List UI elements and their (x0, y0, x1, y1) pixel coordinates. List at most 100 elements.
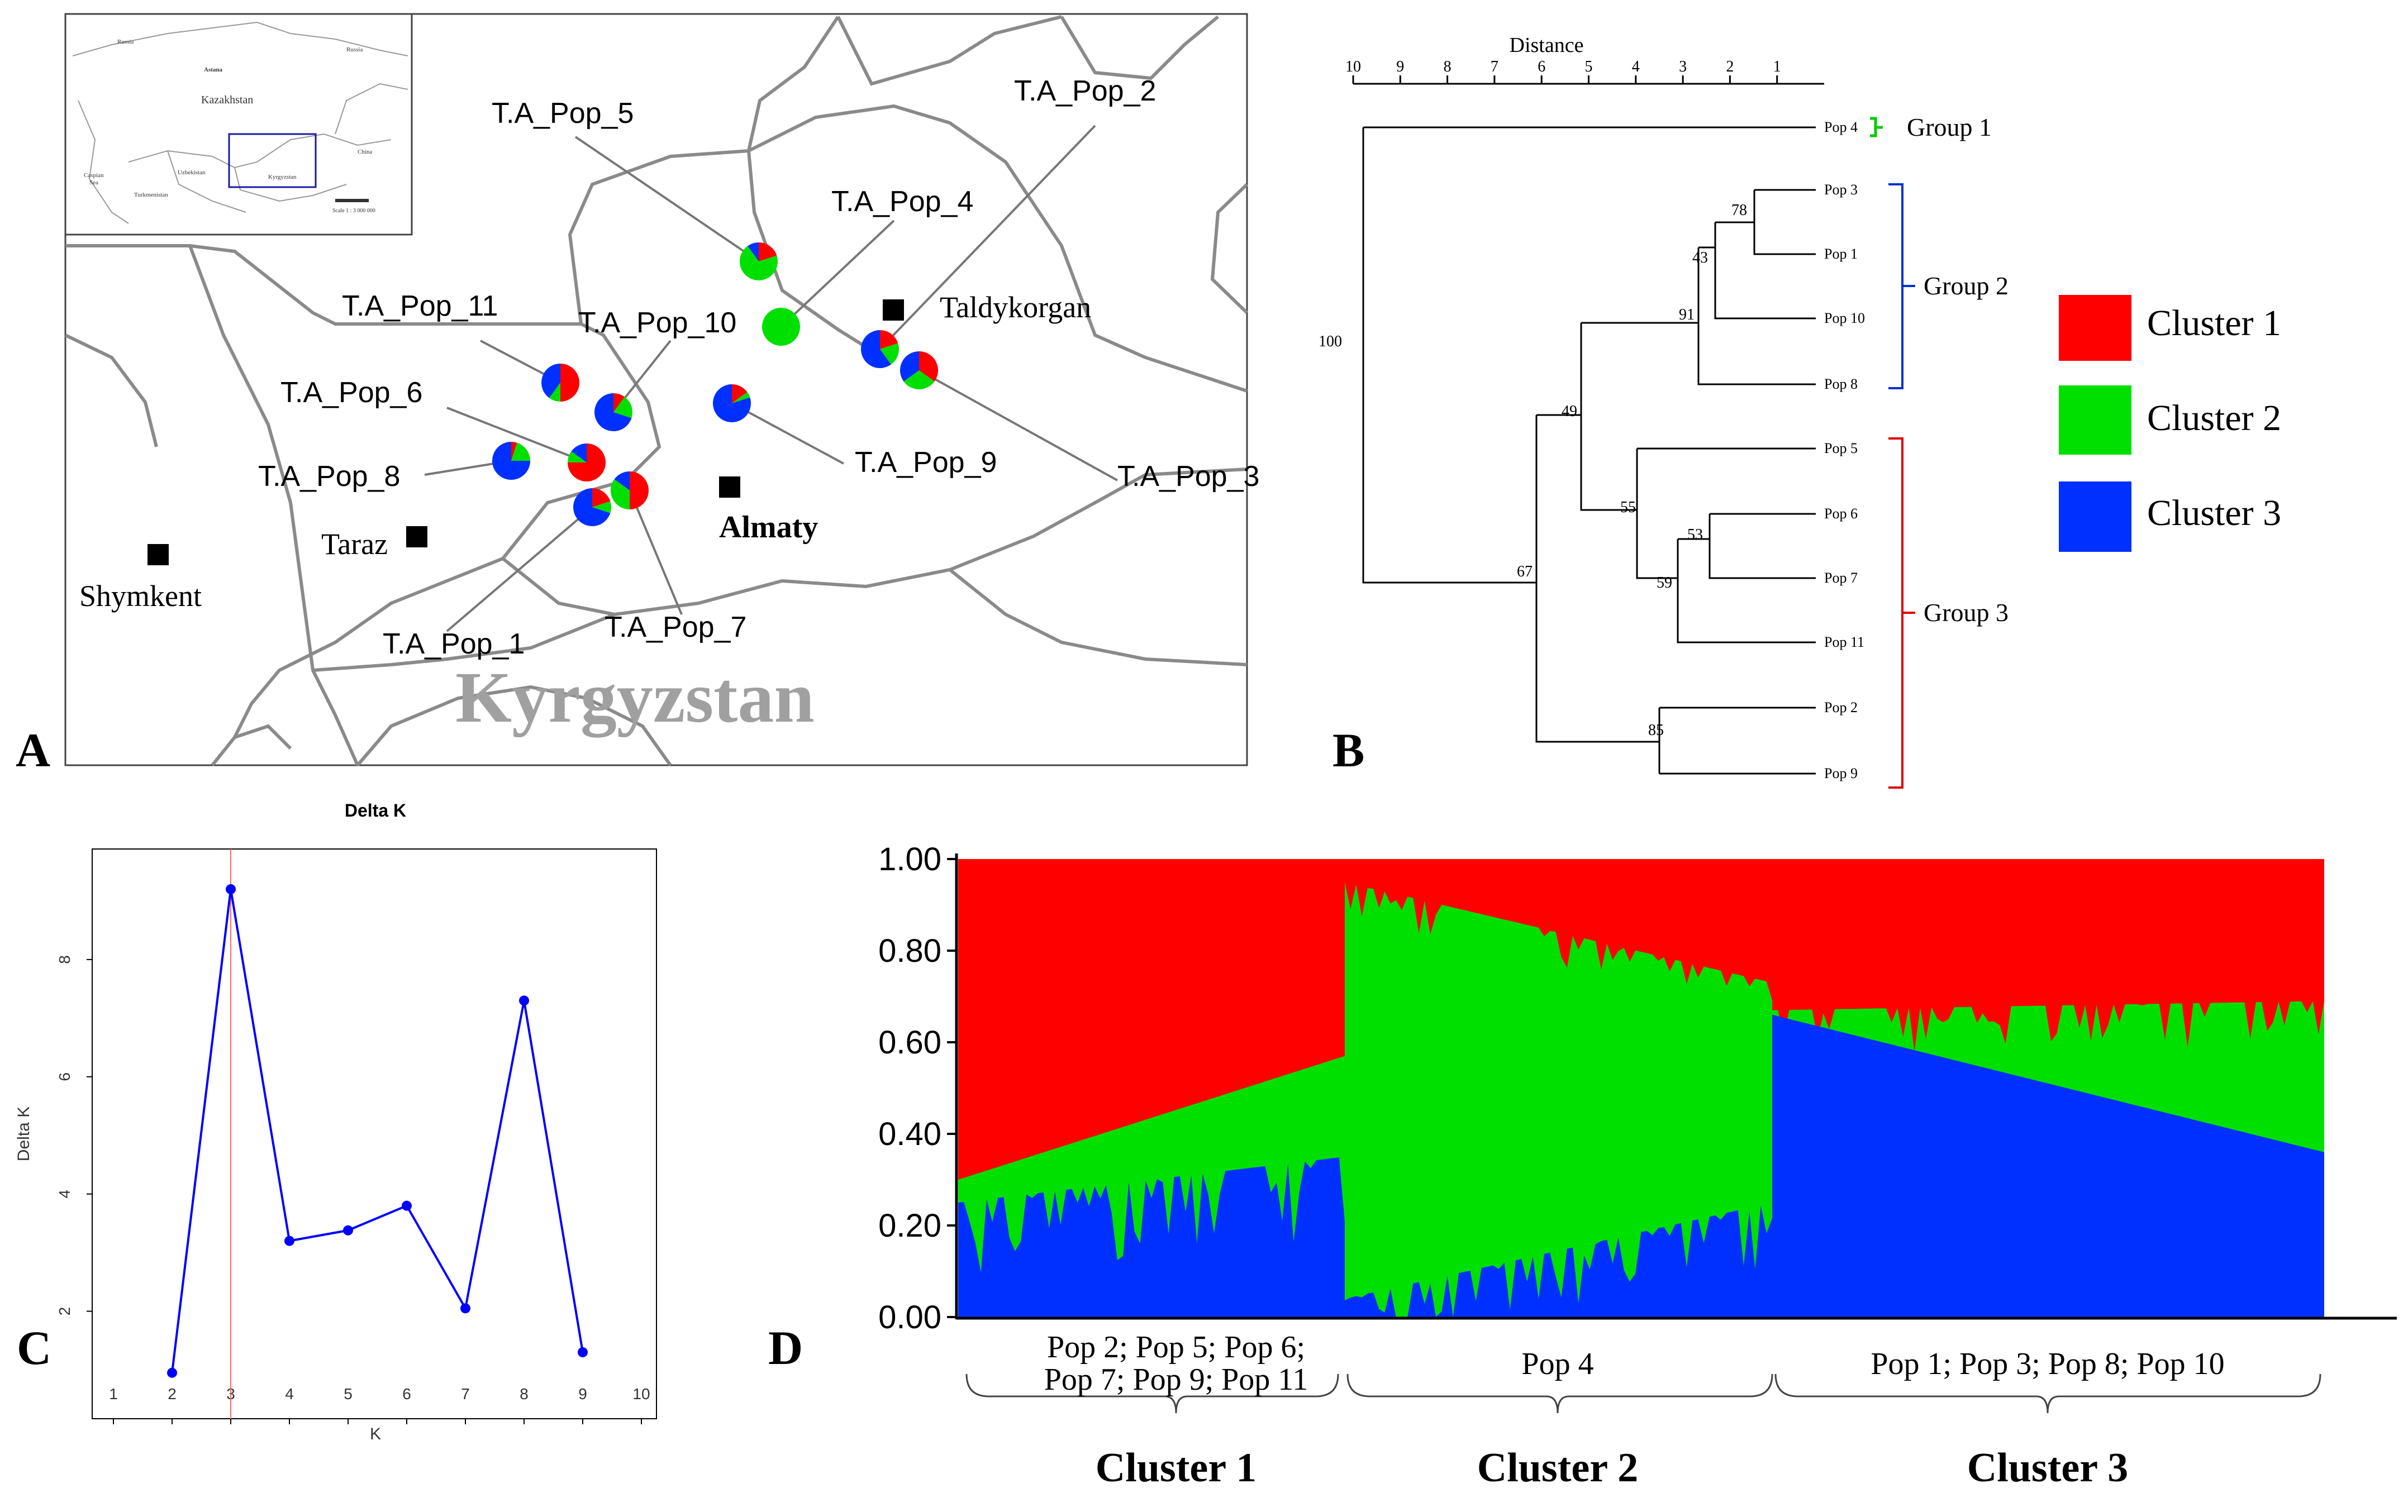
group-pops-line2-1: Pop 7; Pop 9; Pop 11 (1044, 1362, 1308, 1397)
pop-label-3: T.A_Pop_3 (1117, 460, 1259, 493)
dendrogram-axis-title: Distance (1510, 34, 1584, 57)
inset-label-kyrgyzstan: Kyrgyzstan (268, 174, 297, 180)
bootstrap-values: 100 78 43 91 49 55 53 59 67 85 (1319, 202, 1747, 739)
delta-k-axes: 123456789102468 (56, 955, 650, 1424)
pie-slice-pop-3-cluster-1 (919, 351, 939, 381)
pie-slice-pop-8-cluster-2 (511, 442, 530, 461)
bootstrap-53: 53 (1687, 526, 1703, 543)
legend-label-cluster-1: Cluster 1 (2147, 303, 2281, 344)
panel-label-a: A (16, 723, 51, 777)
group-brace-1 (965, 1373, 1339, 1414)
delta-k-point-k5 (343, 1225, 353, 1236)
population-10: T.A_Pop_10 (578, 307, 736, 431)
dendro-tick-label-2: 2 (1726, 58, 1734, 75)
leaf-label-6: Pop 5 (1824, 440, 1858, 456)
leaf-label-10: Pop 2 (1824, 699, 1858, 716)
leaf-label-5: Pop 8 (1824, 376, 1858, 392)
delta-k-point-k6 (402, 1200, 412, 1211)
panel-label-d: D (768, 1321, 803, 1375)
country-label-kyrgyzstan: Kyrgyzstan (455, 657, 815, 738)
region-borders (64, 15, 1249, 766)
structure-ytick-0.20: 0.20 (878, 1208, 941, 1244)
pie-slice-pop-10-cluster-1 (613, 393, 625, 412)
structure-axes: 0.00 0.20 0.40 0.60 0.80 1.00 (878, 841, 2397, 1335)
pie-slice-pop-6-cluster-3 (571, 443, 587, 462)
leader-line-pop-5 (574, 136, 760, 263)
pie-slice-pop-11-cluster-3 (541, 364, 560, 398)
dendro-tick-label-7: 7 (1491, 58, 1498, 75)
pie-slice-pop-8-cluster-1 (511, 442, 517, 461)
dendro-tick-label-8: 8 (1444, 58, 1452, 75)
bootstrap-43: 43 (1692, 249, 1708, 266)
delta-k-point-k2 (167, 1367, 177, 1378)
delta-k-xtick-5: 5 (344, 1385, 353, 1403)
pie-slice-pop-1-cluster-2 (592, 501, 612, 513)
panel-d-structure: 0.00 0.20 0.40 0.60 0.80 1.00 Pop 2; Pop 5; P… (743, 782, 2408, 1509)
inset-label-kazakhstan: Kazakhstan (201, 94, 253, 106)
pie-slice-pop-1-cluster-3 (573, 488, 611, 526)
delta-k-xtick-6: 6 (402, 1385, 411, 1403)
delta-k-ytick-6: 6 (56, 1072, 73, 1081)
pop-label-7: T.A_Pop_7 (605, 611, 746, 643)
delta-k-xtick-4: 4 (285, 1385, 294, 1403)
pie-slice-pop-5-cluster-1 (759, 242, 777, 261)
structure-ytick-1.00: 1.00 (878, 841, 941, 877)
legend-swatch-cluster-2 (2059, 385, 2131, 455)
inset-label-russia-1: Russia (117, 39, 134, 45)
population-4: T.A_Pop_4 (762, 185, 973, 346)
inset-label-china: China (358, 149, 372, 155)
inset-label-uzbekistan: Uzbekistan (178, 169, 206, 176)
city-label-taldykorgan: Taldykorgan (940, 290, 1091, 324)
group-cluster-label-1: Cluster 1 (1096, 1445, 1257, 1491)
pop-label-2: T.A_Pop_2 (1014, 75, 1156, 107)
delta-k-point-k3 (226, 884, 236, 894)
population-6: T.A_Pop_6 (280, 376, 606, 481)
dendro-tick-label-6: 6 (1538, 58, 1545, 75)
group-cluster-label-2: Cluster 2 (1477, 1445, 1638, 1491)
delta-k-ylabel: Delta K (15, 1106, 33, 1161)
pie-slice-pop-2-cluster-2 (880, 343, 899, 365)
leaf-label-9: Pop 11 (1824, 634, 1864, 650)
delta-k-marks (167, 849, 588, 1419)
population-7: T.A_Pop_7 (605, 471, 746, 643)
city-marker-taldykorgan (883, 299, 904, 321)
group-pops-line1-3: Pop 1; Pop 3; Pop 8; Pop 10 (1871, 1347, 2224, 1381)
dendro-tick-label-3: 3 (1679, 58, 1687, 75)
dendrogram-branches (1362, 126, 1816, 775)
map-canvas: Russia Russia Astana Kazakhstan China Ca… (64, 13, 1259, 766)
group-2-label: Group 2 (1924, 271, 2009, 300)
delta-k-point-k8 (519, 995, 529, 1006)
bootstrap-85: 85 (1648, 722, 1664, 739)
cities: Taldykorgan Almaty Taraz Shymkent (79, 290, 1091, 613)
legend-label-cluster-2: Cluster 2 (2147, 398, 2281, 438)
pie-slice-pop-1-cluster-1 (592, 488, 611, 507)
bootstrap-49: 49 (1562, 403, 1577, 420)
bootstrap-78: 78 (1731, 202, 1747, 219)
delta-k-xtick-9: 9 (578, 1385, 587, 1403)
pop-label-4: T.A_Pop_4 (831, 185, 973, 218)
delta-k-plot-frame (92, 848, 657, 1419)
leaf-label-8: Pop 7 (1824, 570, 1858, 586)
delta-k-xtick-2: 2 (168, 1385, 177, 1403)
panel-label-b: B (1333, 723, 1365, 777)
inset-map: Russia Russia Astana Kazakhstan China Ca… (64, 13, 413, 236)
delta-k-xtick-1: 1 (109, 1385, 118, 1403)
legend-label-cluster-3: Cluster 3 (2147, 493, 2281, 533)
leader-line-pop-3 (919, 369, 1118, 481)
pie-slice-pop-9-cluster-2 (732, 392, 750, 403)
legend-swatch-cluster-1 (2059, 295, 2131, 361)
leader-line-pop-6 (446, 407, 587, 464)
delta-k-series-line (171, 889, 584, 1373)
delta-k-ytick-2: 2 (56, 1307, 73, 1316)
inset-label-russia-2: Russia (346, 46, 363, 53)
group-1-bracket (1870, 117, 1883, 137)
structure-ytick-0.60: 0.60 (878, 1024, 941, 1061)
pie-slice-pop-2-cluster-1 (880, 330, 898, 349)
pie-slice-pop-9-cluster-1 (732, 384, 748, 403)
delta-k-xtick-8: 8 (520, 1385, 529, 1403)
pop-label-9: T.A_Pop_9 (855, 446, 997, 479)
pie-slice-pop-10-cluster-3 (594, 393, 632, 431)
pie-slice-pop-8-cluster-3 (492, 442, 530, 480)
pie-slice-pop-7-cluster-3 (614, 471, 630, 490)
leader-line-pop-2 (879, 125, 1096, 350)
